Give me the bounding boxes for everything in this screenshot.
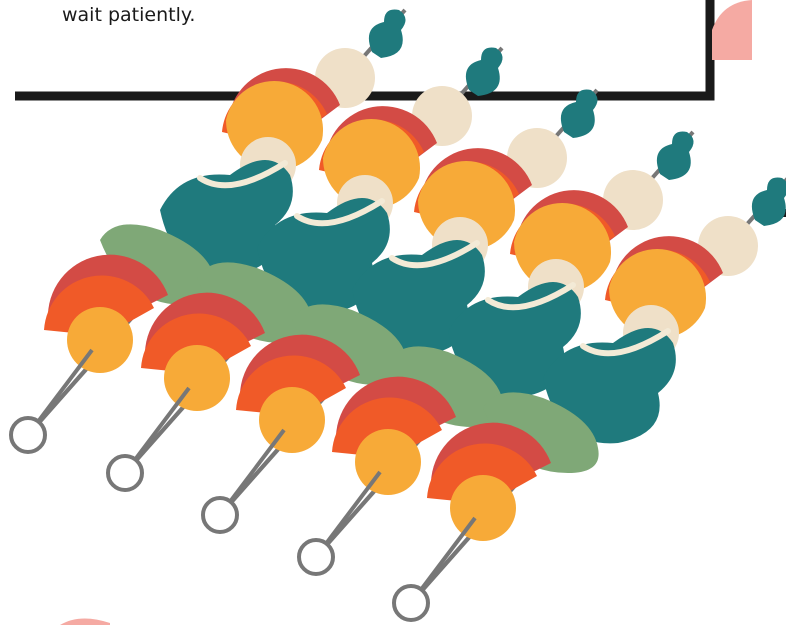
pink-blob xyxy=(712,0,752,60)
pink-blob xyxy=(60,618,110,625)
caption-text: wait patiently. xyxy=(62,4,196,26)
